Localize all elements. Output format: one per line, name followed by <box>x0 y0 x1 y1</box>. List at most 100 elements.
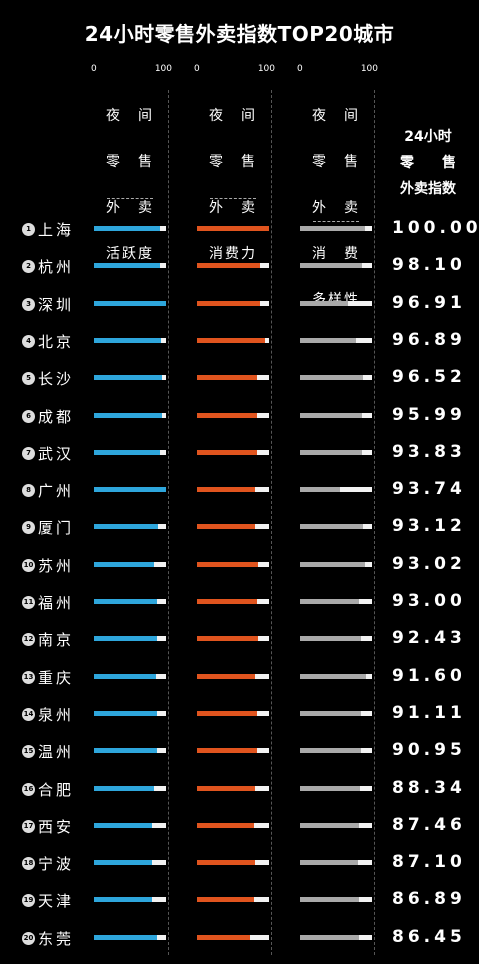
bar-activity <box>94 375 163 381</box>
bar-activity-track <box>94 524 166 530</box>
scale-spending: 0 100 <box>194 64 275 76</box>
bar-diversity-track <box>300 561 372 567</box>
index-value: 93.02 <box>392 553 466 574</box>
table-row: 6 成都 95.99 <box>0 405 479 442</box>
rank-badge: 9 <box>22 521 35 535</box>
bar-diversity <box>300 897 360 903</box>
bar-activity-track <box>94 710 166 716</box>
bar-activity-track <box>94 375 166 381</box>
table-row: 8 广州 93.74 <box>0 479 479 516</box>
bar-activity <box>94 524 159 530</box>
bar-activity-track <box>94 263 166 269</box>
bar-diversity-track <box>300 897 372 903</box>
table-row: 11 福州 93.00 <box>0 591 479 628</box>
bar-diversity-track <box>300 263 372 269</box>
index-header-line: 外卖指数 <box>400 181 456 197</box>
bar-spending-track <box>197 897 269 903</box>
bar-activity-track <box>94 300 166 306</box>
header-divider <box>107 198 153 199</box>
bar-diversity-track <box>300 487 372 493</box>
bar-activity <box>94 822 153 828</box>
bar-activity-track <box>94 897 166 903</box>
bar-spending <box>197 449 257 455</box>
label-line: 外 卖 <box>106 200 154 216</box>
table-row: 13 重庆 91.60 <box>0 666 479 703</box>
bar-diversity-track <box>300 300 372 306</box>
city-label: 福州 <box>38 594 75 612</box>
bar-spending <box>197 599 258 604</box>
bar-diversity-track <box>300 375 372 381</box>
city-label: 长沙 <box>38 370 75 389</box>
bar-diversity-track <box>300 524 372 530</box>
bar-spending-track <box>197 561 269 567</box>
scale-max: 100 <box>154 64 172 74</box>
bar-activity-track <box>94 487 166 493</box>
rank-badge: 5 <box>22 372 35 386</box>
bar-diversity <box>300 487 341 493</box>
bar-spending <box>197 375 257 381</box>
index-value: 87.46 <box>392 814 466 835</box>
scale-min: 0 <box>297 64 303 74</box>
index-value: 93.74 <box>392 479 466 500</box>
scale-activity: 0 100 <box>91 64 172 76</box>
bar-diversity-track <box>300 934 372 940</box>
bar-activity-track <box>94 226 166 231</box>
bar-activity <box>94 487 166 493</box>
column-separator <box>374 90 375 955</box>
bar-diversity <box>300 636 362 642</box>
rank-badge: 4 <box>22 334 35 348</box>
table-row: 9 厦门 93.12 <box>0 516 479 553</box>
bar-diversity <box>300 524 364 530</box>
label-line: 消费力 <box>209 246 257 262</box>
bar-diversity-track <box>300 748 372 754</box>
table-row: 5 长沙 96.52 <box>0 367 479 404</box>
index-value: 86.45 <box>392 926 466 947</box>
index-value: 100.00 <box>392 218 479 238</box>
city-label: 广州 <box>38 482 75 501</box>
city-label: 苏州 <box>38 556 75 575</box>
bar-diversity-track <box>300 449 372 455</box>
bar-activity-track <box>94 748 166 754</box>
bar-spending-track <box>197 487 269 493</box>
bar-activity <box>94 897 152 903</box>
bar-diversity <box>300 785 361 791</box>
label-line: 消 费 <box>312 246 360 262</box>
city-label: 西安 <box>38 817 75 836</box>
table-row: 16 合肥 88.34 <box>0 778 479 815</box>
bar-spending-track <box>197 785 269 791</box>
rank-badge: 3 <box>22 297 35 311</box>
table-row: 3 深圳 96.91 <box>0 293 479 330</box>
city-label: 厦门 <box>38 519 75 538</box>
bar-activity-track <box>94 636 166 642</box>
bar-diversity-track <box>300 822 372 828</box>
rank-badge: 7 <box>22 446 35 460</box>
label-line: 外 卖 <box>209 200 257 216</box>
bar-spending-track <box>197 748 269 754</box>
bar-activity <box>94 785 155 791</box>
bar-spending <box>197 710 258 716</box>
scale-min: 0 <box>91 64 97 74</box>
index-value: 96.89 <box>392 329 466 350</box>
table-row: 1 上海 100.00 <box>0 218 479 255</box>
rank-badge: 18 <box>22 857 35 871</box>
bar-spending <box>197 897 254 903</box>
bar-spending <box>197 748 258 754</box>
bar-activity <box>94 636 158 642</box>
bar-activity-track <box>94 860 166 866</box>
bar-diversity <box>300 449 362 455</box>
bar-spending-track <box>197 412 269 418</box>
bar-diversity <box>300 561 365 567</box>
index-value: 98.10 <box>392 255 466 276</box>
index-value: 93.12 <box>392 516 466 537</box>
rank-badge: 13 <box>22 670 35 684</box>
bar-spending-track <box>197 524 269 530</box>
bar-diversity <box>300 673 367 679</box>
label-line: 零 售 <box>209 154 257 170</box>
bar-spending-track <box>197 263 269 269</box>
table-row: 15 温州 90.95 <box>0 740 479 777</box>
bar-spending-track <box>197 636 269 642</box>
rank-badge: 8 <box>22 484 35 498</box>
index-value: 90.95 <box>392 740 466 761</box>
bar-diversity <box>300 337 357 343</box>
index-value: 93.00 <box>392 591 466 611</box>
